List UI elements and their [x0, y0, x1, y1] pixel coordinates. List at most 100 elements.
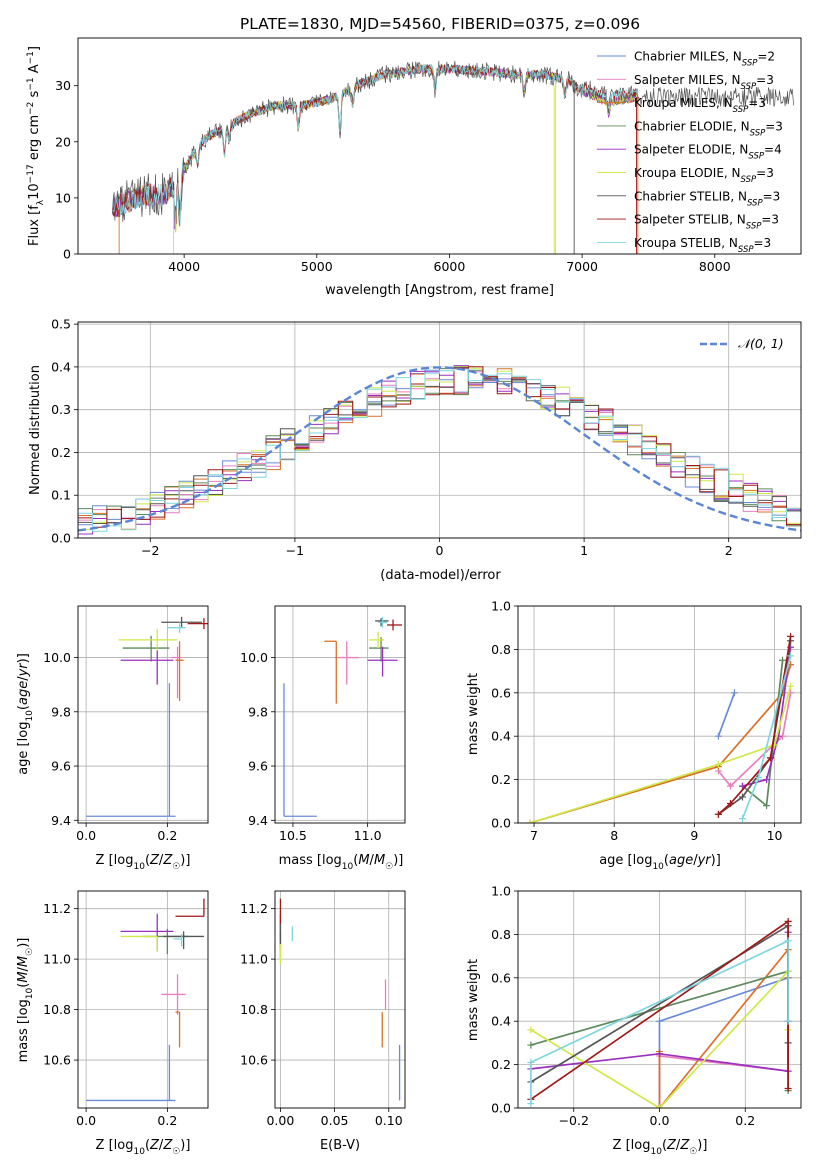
spectrum-ylabel-part: erg cm [27, 115, 42, 164]
legend-label-salpeter-stelib: Salpeter STELIB, NSSP=3 [634, 213, 779, 232]
y-tick-label: 11.2 [43, 901, 71, 916]
y-tick-label: 9.8 [248, 704, 268, 719]
age-vs-mass-axes: 10.5 11.0 9.4 9.6 9.8 10.0 [240, 606, 405, 843]
y-tick-label: 1.0 [491, 884, 511, 899]
y-tick-label: 11.0 [240, 952, 268, 967]
x-tick-label: −2 [141, 543, 159, 558]
age-vs-metallicity-xlabel-part: / [159, 853, 164, 868]
weight-marker [755, 773, 763, 781]
age-vs-metallicity-xlabel-part: ☉ [172, 862, 180, 872]
age-vs-mass-xlabel: mass [log10(M/M☉)] [279, 853, 404, 872]
y-tick-label: 0.0 [491, 816, 511, 831]
x-tick-label: 4000 [168, 259, 200, 274]
age-vs-metallicity-xlabel-part: Z [149, 853, 160, 868]
spectrum-xlabel: wavelength [Angstrom, rest frame] [325, 283, 554, 298]
mass-vs-metallicity-ylabel-part: ☉ [25, 948, 35, 956]
y-tick-label: 0.1 [51, 488, 71, 503]
y-tick-label: 10.6 [240, 1053, 268, 1068]
y-tick-label: 0.5 [51, 317, 71, 332]
legend-label-text: Kroupa MILES, N [634, 96, 733, 110]
mass-vs-metallicity-ylabel-part: / [16, 966, 31, 971]
errorbar-point-chabrier-miles [86, 683, 176, 817]
y-tick-label: 9.6 [248, 759, 268, 774]
legend-label-chabrier-elodie: Chabrier ELODIE, NSSP=3 [634, 119, 783, 138]
age-vs-metallicity-ylabel-part: yr [16, 662, 31, 678]
x-tick-label: 0.0 [76, 1113, 96, 1128]
legend-label-text: Chabrier STELIB, N [634, 189, 747, 203]
weight-marker [784, 937, 792, 945]
weight-line-kroupa-elodie [529, 686, 792, 823]
errorbar-point-salpeter-elodie [367, 646, 398, 677]
weight-vs-age-xlabel-part: / [693, 853, 698, 868]
weight-marker [726, 782, 734, 790]
mass-vs-metallicity-ylabel-part: 10 [25, 987, 35, 999]
weight-vs-age-ylabel: mass weight [466, 673, 481, 755]
errorbar-point-kroupa-stelib [167, 622, 186, 634]
x-tick-label: 1 [580, 543, 588, 558]
age-vs-mass-xlabel-part: )] [393, 853, 403, 868]
spectrum-ylabel: Flux [fλ10−17 erg cm−2 s−1 A−1] [26, 46, 46, 246]
age-vs-mass-xlabel-part: ☉ [385, 862, 393, 872]
residuals-xlabel: (data-model)/error [380, 568, 501, 583]
y-tick-label: 0.2 [491, 1057, 511, 1072]
legend-label-gaussian: 𝒩(0, 1) [738, 336, 784, 351]
age-vs-mass-xlabel-part: M [374, 853, 385, 868]
mass-vs-metallicity-xlabel-part: Z [log [96, 1138, 134, 1153]
y-tick-label: 0.4 [491, 729, 511, 744]
spectrum-axes: 4000 5000 6000 7000 8000 0 10 20 30 [55, 78, 731, 274]
weight-marker [527, 1058, 535, 1066]
spectrum-ylabel-part: −2 [26, 102, 36, 115]
legend-label-tail: =3 [765, 119, 783, 133]
y-tick-label: 0.6 [491, 685, 511, 700]
weight-marker [527, 1100, 535, 1108]
x-tick-label: 0.00 [266, 1113, 294, 1128]
y-tick-label: 11.2 [240, 901, 268, 916]
weight-marker [714, 760, 722, 768]
mass-vs-metallicity-axes: 0.0 0.2 10.6 10.8 11.0 11.2 [43, 891, 208, 1128]
legend-label-text: Salpeter ELODIE, N [634, 143, 748, 157]
legend-label-tail: =4 [764, 143, 782, 157]
legend-label-text: Kroupa ELODIE, N [634, 166, 741, 180]
legend-label-sub: SSP [733, 105, 749, 115]
weight-marker [738, 815, 746, 823]
legend-label-text: Kroupa STELIB, N [634, 236, 738, 250]
legend-label-tail: =3 [756, 73, 774, 87]
age-vs-mass-xlabel-part: 10 [342, 862, 354, 872]
errorbar-point-kroupa-miles [175, 641, 184, 701]
mass-vs-metallicity-ylabel: mass [log10(M/M☉)] [16, 938, 35, 1063]
y-tick-label: 0.0 [491, 1101, 511, 1116]
age-vs-metallicity-ylabel-part: 10 [25, 710, 35, 722]
spectrum-ylabel-part: Flux [f [27, 205, 42, 246]
x-tick-label: 6000 [434, 259, 466, 274]
weight-vs-age-xlabel-part: yr [697, 853, 713, 868]
mass-vs-metallicity-ylabel-part: )] [16, 938, 31, 948]
weight-marker [784, 1017, 792, 1025]
x-tick-label: 0 [436, 543, 444, 558]
weight-vs-metallicity-lines [527, 917, 792, 1108]
x-tick-label: 10 [767, 828, 783, 843]
y-tick-label: 9.4 [248, 813, 268, 828]
weight-marker [738, 793, 746, 801]
weight-marker [726, 799, 734, 807]
legend-label-chabrier-stelib: Chabrier STELIB, NSSP=3 [634, 189, 780, 208]
spectrum-ylabel-part: 10 [27, 183, 42, 200]
legend-label-sub: SSP [748, 152, 764, 162]
weight-marker [787, 682, 795, 690]
weight-marker [767, 754, 775, 762]
weight-marker [526, 819, 534, 823]
weight-vs-age-xlabel-part: 10 [652, 862, 664, 872]
legend-label-tail: =2 [757, 50, 775, 64]
weight-vs-metallicity-ylabel: mass weight [466, 959, 481, 1041]
weight-vs-metallicity-xlabel-part: )] [697, 1138, 707, 1153]
legend-label-sub: SSP [750, 128, 766, 138]
age-vs-mass-points [283, 616, 403, 817]
residuals-ylabel: Normed distribution [28, 365, 43, 495]
legend-label-sub: SSP [741, 175, 757, 185]
weight-vs-metallicity-xlabel-part: Z [679, 1138, 690, 1153]
gaussian-curve [78, 366, 801, 532]
weight-marker [787, 632, 795, 640]
age-vs-metallicity-ylabel-part: ( [16, 705, 31, 710]
age-vs-metallicity-axes: 0.0 0.2 9.4 9.6 9.8 10.0 [43, 606, 208, 843]
mass-vs-metallicity-ylabel-part: mass [log [16, 999, 31, 1062]
errorbar-point-kroupa-elodie [120, 935, 158, 952]
